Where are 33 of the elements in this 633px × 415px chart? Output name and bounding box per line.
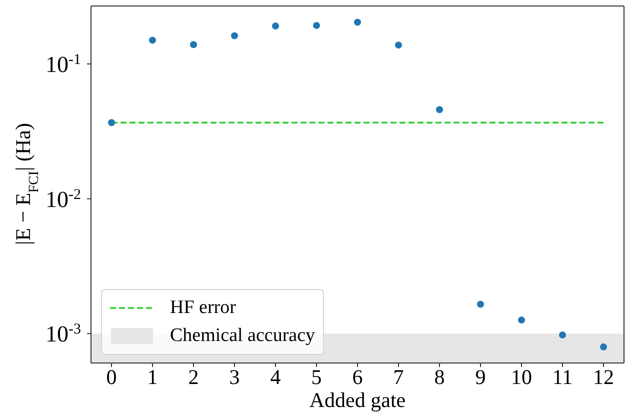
legend-label: HF error [170, 297, 236, 319]
x-tick-label: 3 [229, 364, 240, 389]
point [190, 41, 197, 48]
y-tick-label: 10$^{-3}$ [46, 322, 81, 347]
point [559, 331, 566, 338]
point [354, 18, 361, 26]
point [231, 32, 238, 40]
band-label: Chemical accuracy [170, 325, 316, 347]
point [108, 119, 115, 126]
point [272, 22, 279, 30]
x-tick-label: 11 [552, 364, 573, 389]
point [149, 36, 156, 44]
y-tick-label: 10$^{-2}$ [46, 186, 81, 212]
x-tick-label: 0 [106, 364, 117, 389]
point [600, 343, 607, 350]
point [518, 316, 525, 324]
legend-frame: HF error Chemical accuracy [101, 289, 324, 355]
point [436, 106, 443, 114]
x-tick-label: 4 [270, 364, 282, 389]
x-tick-label: 10 [511, 364, 532, 389]
x-tick-label: 12 [593, 364, 614, 389]
x-tick-label: 6 [352, 364, 363, 389]
x-tick-label: 2 [188, 364, 199, 389]
x-axis-title: Added gate [309, 388, 406, 412]
x-tick-label: 9 [475, 364, 486, 389]
x-tick-label: 1 [147, 364, 158, 389]
x-tick-label: 7 [393, 364, 404, 389]
point [395, 42, 402, 49]
x-tick-label: 5 [311, 364, 322, 389]
x-tick-label: 8 [434, 364, 445, 389]
point [313, 22, 320, 29]
y-tick-label: 10$^{-1}$ [46, 52, 81, 77]
point [477, 300, 484, 308]
